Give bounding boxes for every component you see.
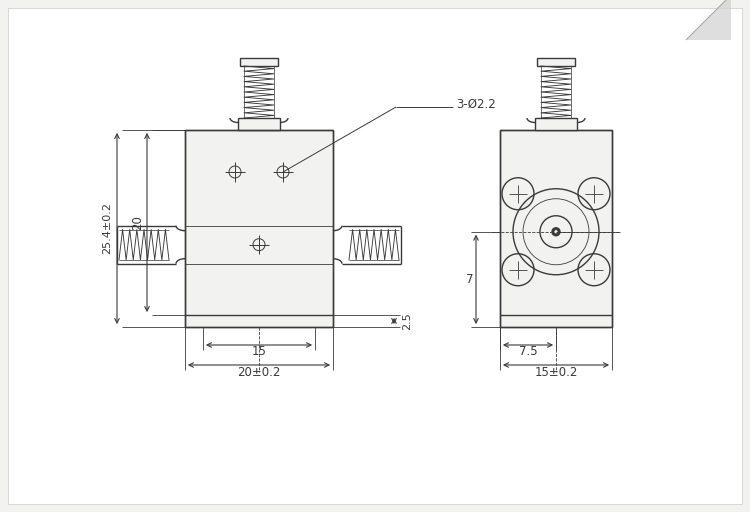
- Bar: [185, 130, 333, 327]
- Circle shape: [552, 228, 560, 236]
- Bar: [238, 118, 280, 130]
- Text: 15: 15: [251, 345, 266, 358]
- Text: 20±0.2: 20±0.2: [237, 366, 280, 379]
- Text: 3-Ø2.2: 3-Ø2.2: [456, 97, 496, 111]
- Bar: [240, 58, 278, 66]
- Bar: [500, 130, 612, 327]
- Polygon shape: [686, 0, 731, 40]
- Text: 7.5: 7.5: [519, 345, 537, 358]
- Text: 15±0.2: 15±0.2: [534, 366, 578, 379]
- Circle shape: [554, 230, 558, 234]
- Text: 7: 7: [466, 273, 474, 286]
- Bar: [537, 58, 575, 66]
- Text: 20: 20: [131, 215, 145, 230]
- Text: 25.4±0.2: 25.4±0.2: [102, 203, 112, 254]
- Text: 2.5: 2.5: [402, 312, 412, 330]
- Bar: [535, 118, 577, 130]
